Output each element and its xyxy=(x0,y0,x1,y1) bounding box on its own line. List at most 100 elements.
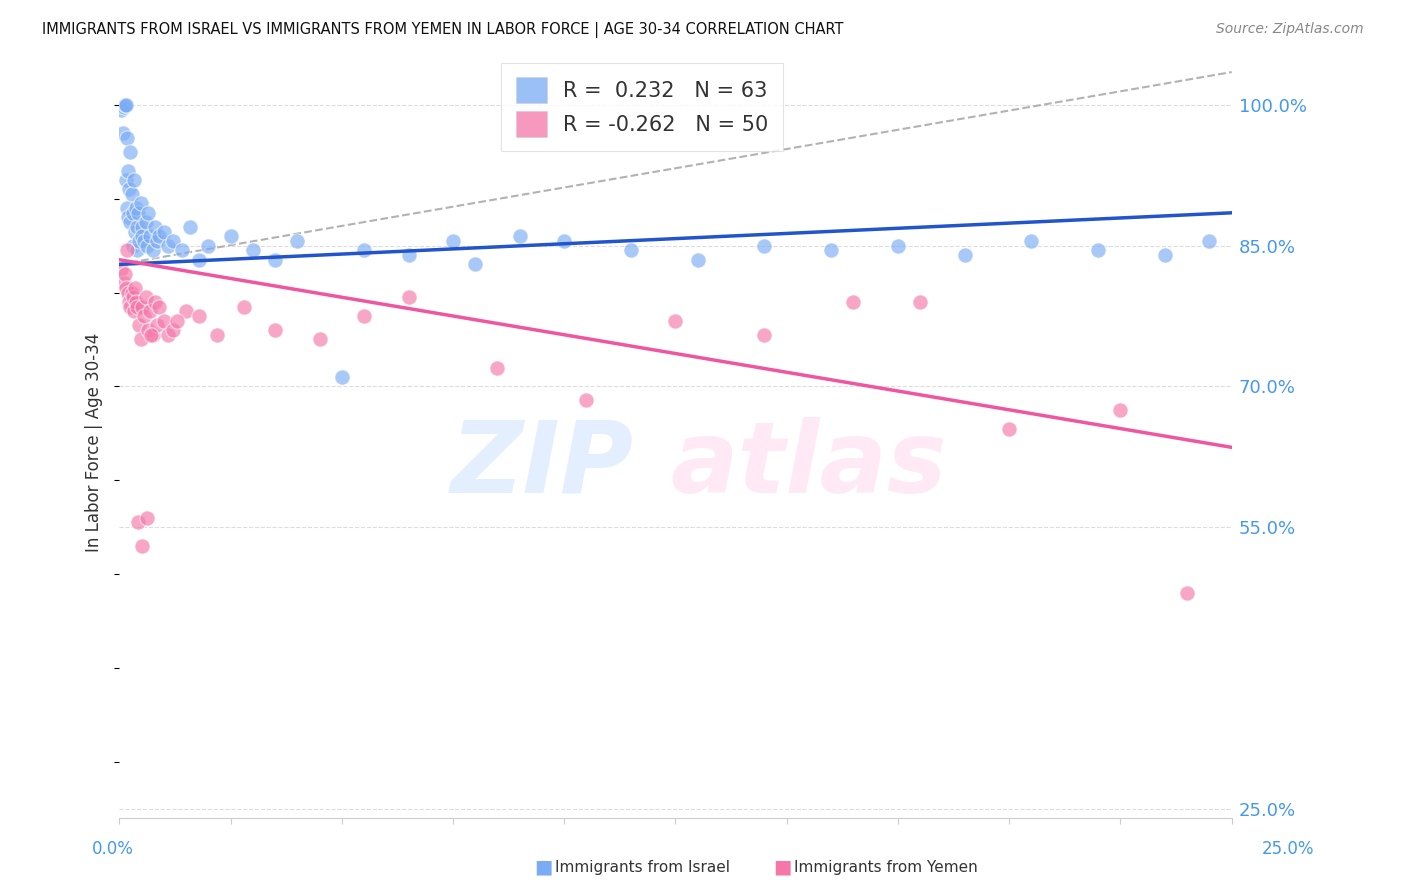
Point xyxy=(125,300,148,314)
Text: Source: ZipAtlas.com: Source: ZipAtlas.com xyxy=(1216,22,1364,37)
Point xyxy=(125,294,148,309)
Point xyxy=(121,290,143,304)
Point xyxy=(127,206,149,220)
Point xyxy=(136,323,159,337)
Point xyxy=(232,300,254,314)
Point xyxy=(264,323,287,337)
Point xyxy=(242,244,264,258)
Point xyxy=(117,244,139,258)
Point xyxy=(353,309,375,323)
Point xyxy=(146,318,169,333)
Point xyxy=(115,98,138,112)
Point xyxy=(117,285,139,300)
Point xyxy=(128,234,150,248)
Point xyxy=(118,294,141,309)
Point xyxy=(330,370,353,384)
Point xyxy=(664,314,686,328)
Point xyxy=(1198,234,1220,248)
Point xyxy=(285,234,308,248)
Point xyxy=(124,281,146,295)
Point xyxy=(219,229,242,244)
Point xyxy=(166,314,188,328)
Point xyxy=(121,238,143,252)
Point xyxy=(188,252,211,267)
Point xyxy=(112,276,135,290)
Point xyxy=(754,327,776,342)
Point xyxy=(141,327,163,342)
Point xyxy=(127,516,149,530)
Point xyxy=(125,201,148,215)
Point xyxy=(117,201,139,215)
Point xyxy=(188,309,211,323)
Point xyxy=(132,309,155,323)
Point xyxy=(114,98,136,112)
Point xyxy=(143,219,166,234)
Point xyxy=(117,163,139,178)
Point xyxy=(162,323,184,337)
Point xyxy=(124,225,146,239)
Text: IMMIGRANTS FROM ISRAEL VS IMMIGRANTS FROM YEMEN IN LABOR FORCE | AGE 30-34 CORRE: IMMIGRANTS FROM ISRAEL VS IMMIGRANTS FRO… xyxy=(42,22,844,38)
Text: ■: ■ xyxy=(534,857,553,877)
Point xyxy=(135,290,157,304)
Point xyxy=(121,285,143,300)
Point xyxy=(152,225,174,239)
Point xyxy=(125,219,148,234)
Text: 0.0%: 0.0% xyxy=(91,840,134,858)
Point xyxy=(146,234,169,248)
Point xyxy=(264,252,287,267)
Point xyxy=(575,393,598,408)
Point xyxy=(121,187,143,202)
Point xyxy=(135,510,157,524)
Point xyxy=(464,257,486,271)
Point xyxy=(122,304,145,318)
Point xyxy=(132,234,155,248)
Point xyxy=(308,333,330,347)
Point xyxy=(120,215,142,229)
Legend: R =  0.232   N = 63, R = -0.262   N = 50: R = 0.232 N = 63, R = -0.262 N = 50 xyxy=(501,62,783,151)
Point xyxy=(820,244,842,258)
Point xyxy=(1109,402,1132,417)
Point xyxy=(179,219,201,234)
Point xyxy=(908,294,931,309)
Point xyxy=(398,290,420,304)
Point xyxy=(686,252,709,267)
Text: Immigrants from Israel: Immigrants from Israel xyxy=(555,860,730,874)
Point xyxy=(953,248,976,262)
Point xyxy=(122,173,145,187)
Point xyxy=(157,238,180,252)
Point xyxy=(120,145,142,159)
Point xyxy=(131,219,153,234)
Point xyxy=(162,234,184,248)
Point xyxy=(842,294,865,309)
Point xyxy=(110,103,132,117)
Point xyxy=(398,248,420,262)
Point xyxy=(131,229,153,244)
Point xyxy=(143,294,166,309)
Text: Immigrants from Yemen: Immigrants from Yemen xyxy=(794,860,979,874)
Point xyxy=(754,238,776,252)
Point xyxy=(197,238,219,252)
Point xyxy=(174,304,197,318)
Point xyxy=(620,244,643,258)
Text: 25.0%: 25.0% xyxy=(1263,840,1315,858)
Point xyxy=(486,360,509,375)
Point xyxy=(353,244,375,258)
Text: ZIP: ZIP xyxy=(450,417,634,514)
Point xyxy=(118,182,141,196)
Point xyxy=(157,327,180,342)
Point xyxy=(111,126,134,140)
Point xyxy=(131,539,153,553)
Point xyxy=(135,215,157,229)
Point xyxy=(1021,234,1043,248)
Point xyxy=(139,304,162,318)
Point xyxy=(129,333,152,347)
Point xyxy=(131,300,153,314)
Point xyxy=(1154,248,1177,262)
Point xyxy=(115,130,138,145)
Point xyxy=(117,211,139,225)
Point xyxy=(441,234,464,248)
Point xyxy=(148,300,170,314)
Point xyxy=(128,318,150,333)
Point xyxy=(129,196,152,211)
Point xyxy=(1087,244,1109,258)
